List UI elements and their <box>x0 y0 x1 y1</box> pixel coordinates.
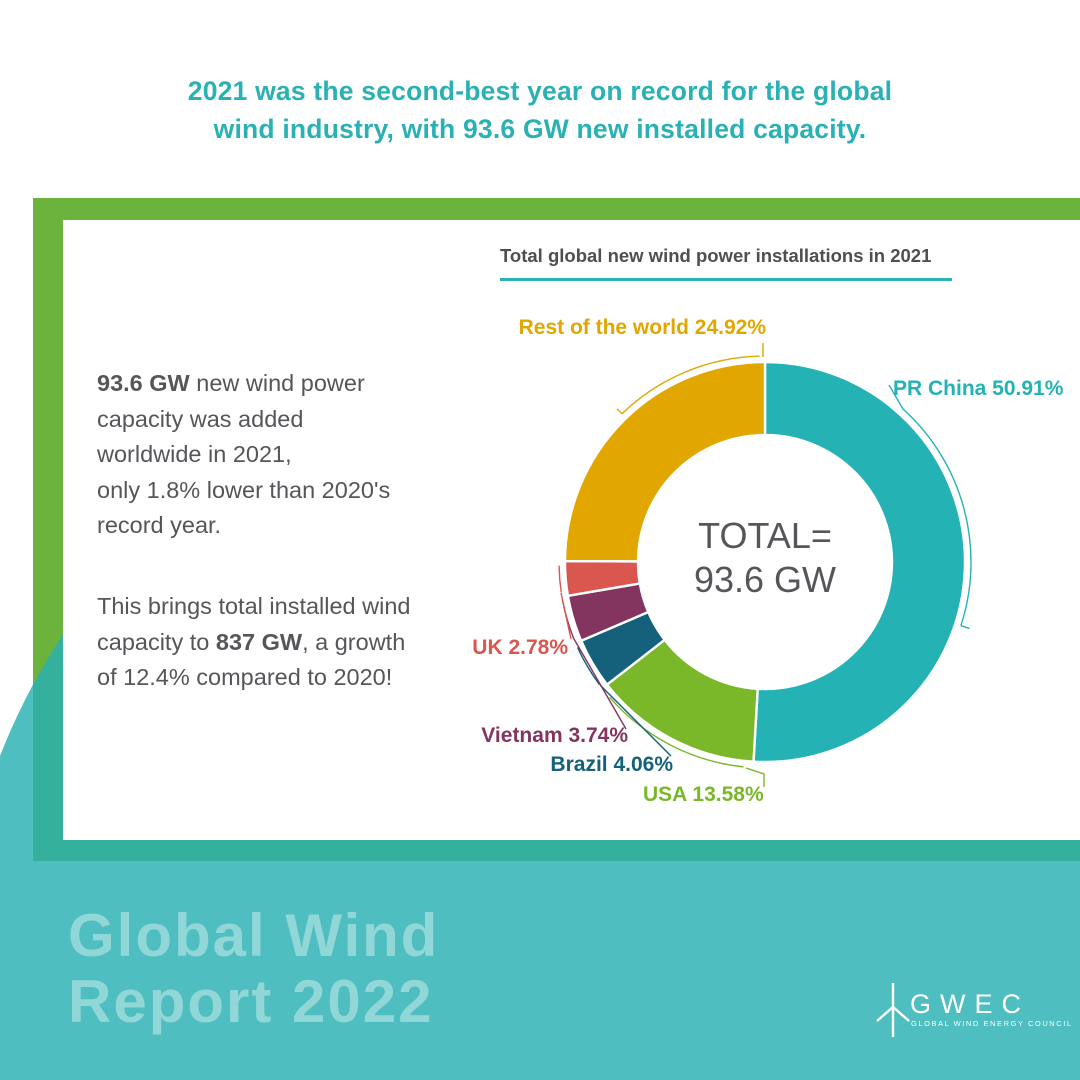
intro-2-line-3: of 12.4% compared to 2020! <box>97 664 393 690</box>
frame-top-bar <box>33 198 1080 220</box>
intro-paragraph-2: This brings total installed wind capacit… <box>97 589 411 696</box>
donut-label-uk: UK 2.78% <box>472 636 568 659</box>
donut-center-value: 93.6 GW <box>693 559 837 600</box>
frame-left-bar <box>33 198 63 861</box>
donut-label-brazil: Brazil 4.06% <box>550 753 673 776</box>
gwec-logo-text: GWEC <box>910 989 1030 1019</box>
intro-1-line-3: worldwide in 2021, <box>97 441 292 467</box>
chart-title-underline <box>500 278 952 281</box>
donut-label-usa: USA 13.58% <box>643 783 764 806</box>
report-title: Global Wind Report 2022 <box>68 903 439 1035</box>
intro-2-line-1: This brings total installed wind <box>97 593 411 619</box>
chart-title: Total global new wind power installation… <box>500 245 932 266</box>
intro-paragraph-1: 93.6 GW new wind power capacity was adde… <box>97 366 390 544</box>
report-title-line-2: Report 2022 <box>68 968 434 1035</box>
intro-1-line-1: new wind power <box>189 370 365 396</box>
headline-line-2: wind industry, with 93.6 GW new installe… <box>213 114 867 144</box>
donut-label-rest-of-world: Rest of the world 24.92% <box>518 316 766 339</box>
gwec-logo-tagline: GLOBAL WIND ENERGY COUNCIL <box>911 1019 1073 1028</box>
intro-1-line-5: record year. <box>97 512 222 538</box>
intro-2-line-2-pre: capacity to <box>97 628 216 655</box>
headline-line-1: 2021 was the second-best year on record … <box>187 76 893 106</box>
report-title-line-1: Global Wind <box>68 902 440 969</box>
intro-2-line-2-post: , a growth <box>302 628 406 655</box>
intro-1-line-4: only 1.8% lower than 2020's <box>97 476 391 503</box>
donut-label-vietnam: Vietnam 3.74% <box>481 724 628 747</box>
headline: 2021 was the second-best year on record … <box>0 72 1080 148</box>
donut-label-pr-china: PR China 50.91% <box>893 377 1064 400</box>
frame-bottom-bar <box>33 840 1080 861</box>
gwec-logo: GWEC GLOBAL WIND ENERGY COUNCIL <box>862 975 1071 1045</box>
intro-2-bold-value: 837 GW <box>215 628 303 655</box>
intro-1-line-2: capacity was added <box>97 405 304 432</box>
donut-center-label: TOTAL= 93.6 GW <box>615 514 915 602</box>
donut-center-total: TOTAL= <box>698 515 832 556</box>
intro-1-bold-value: 93.6 GW <box>97 370 190 396</box>
